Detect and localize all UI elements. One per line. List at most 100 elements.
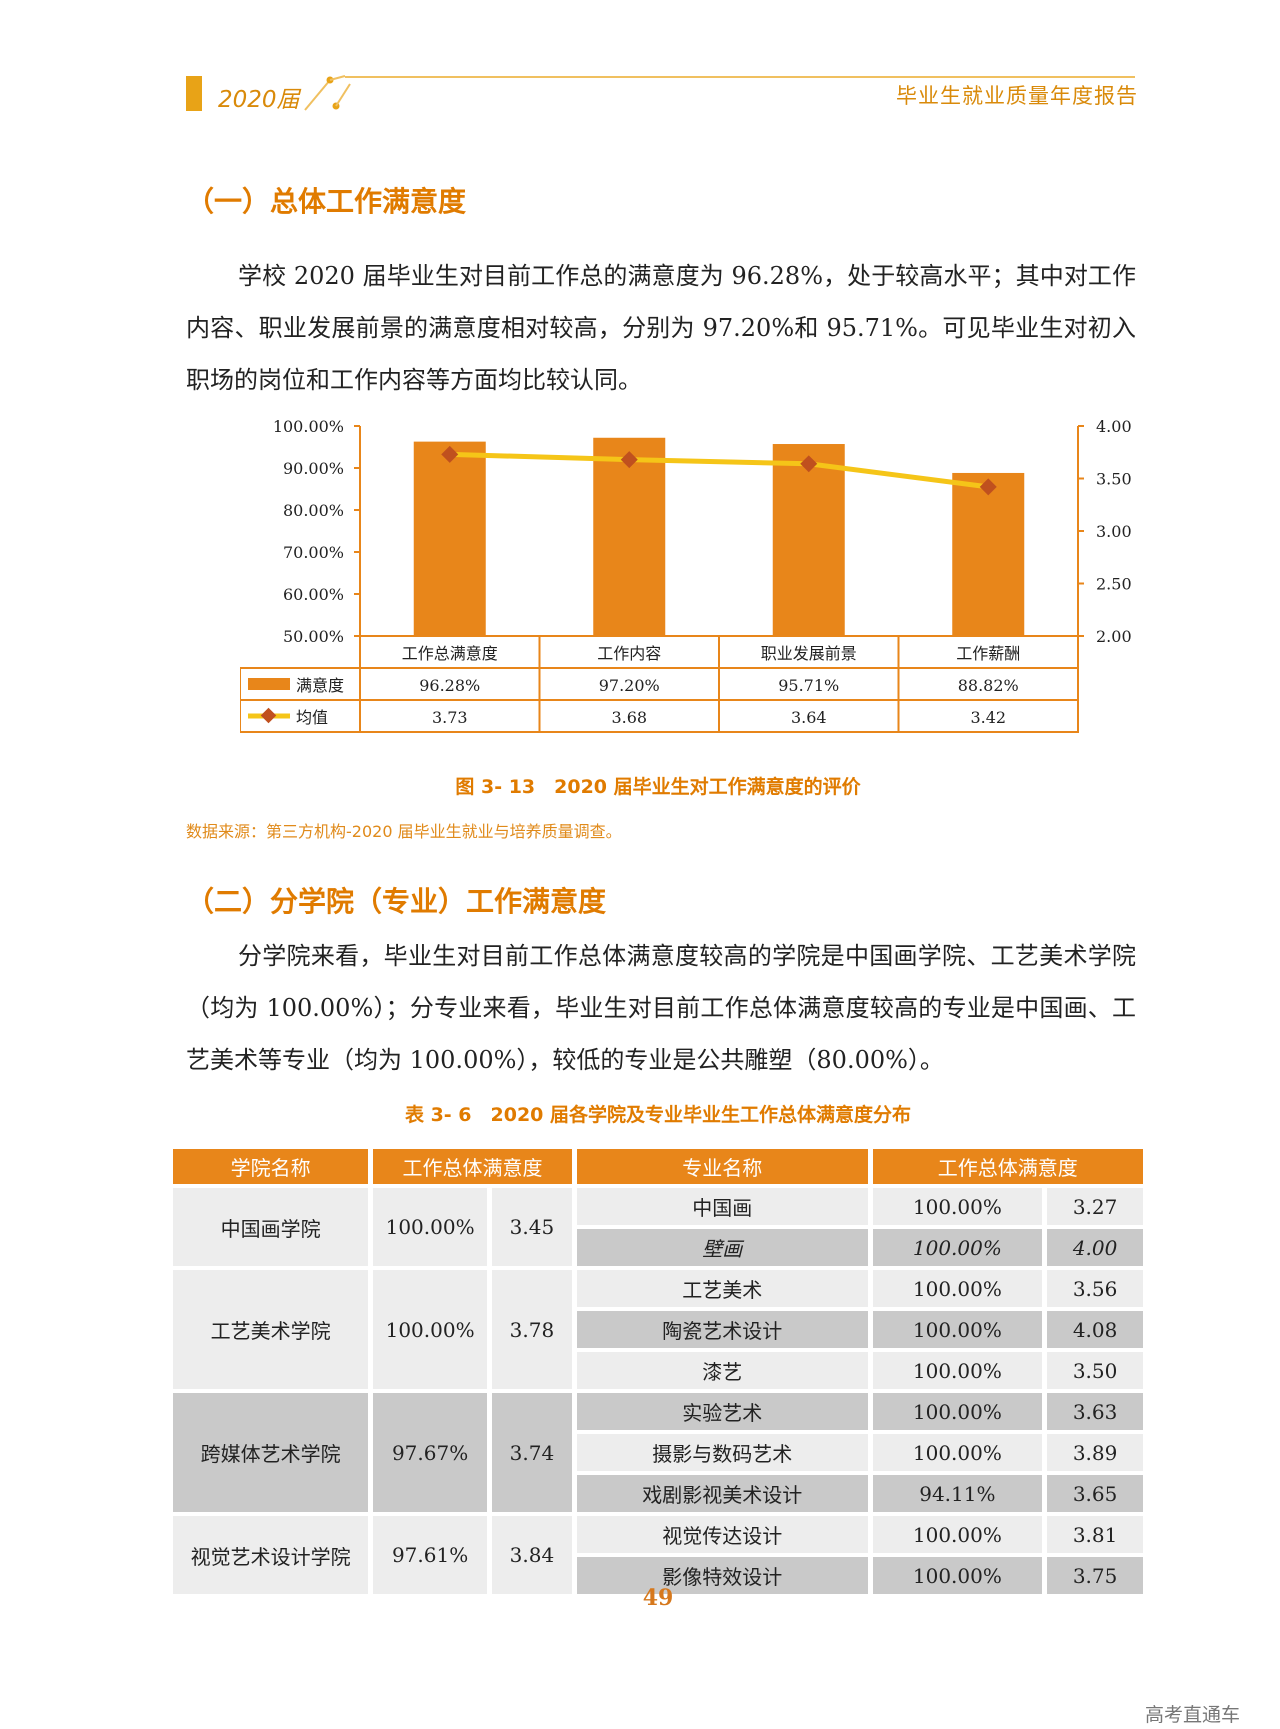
table-header-row: 学院名称 工作总体满意度 专业名称 工作总体满意度 (173, 1149, 1143, 1184)
major-rate-cell: 100.00% (872, 1188, 1043, 1225)
major-mean-cell: 4.08 (1047, 1311, 1143, 1348)
major-mean-cell: 3.65 (1047, 1475, 1143, 1512)
section-title-college: （二）分学院（专业）工作满意度 (186, 885, 607, 918)
college-mean-cell: 3.84 (492, 1516, 572, 1594)
paragraph-text: 分学院来看，毕业生对目前工作总体满意度较高的学院是中国画学院、工艺美术学院（均为… (186, 942, 1136, 1074)
major-rate-cell: 100.00% (872, 1229, 1043, 1266)
category-label: 工作薪酬 (956, 644, 1020, 663)
major-rate-cell: 100.00% (872, 1270, 1043, 1307)
major-mean-cell: 3.56 (1047, 1270, 1143, 1307)
header-major-satisfaction: 工作总体满意度 (872, 1149, 1143, 1184)
table-row: 跨媒体艺术学院 97.67% 3.74 实验艺术 100.00% 3.63 (173, 1393, 1143, 1512)
category-label: 工作内容 (597, 644, 661, 663)
college-name-cell: 跨媒体艺术学院 (173, 1393, 369, 1512)
section-title-overall: （一）总体工作满意度 (186, 185, 467, 218)
table-row: 戏剧影视美术设计 94.11% 3.65 (173, 1475, 1143, 1512)
major-name-cell: 漆艺 (576, 1352, 868, 1389)
y-left-tick-label: 60.00% (283, 585, 344, 604)
bar-value-label: 97.20% (599, 676, 660, 695)
major-rate-cell: 100.00% (872, 1311, 1043, 1348)
bar (593, 437, 666, 636)
mean-marker (979, 478, 997, 496)
major-name-cell: 工艺美术 (576, 1270, 868, 1307)
major-rate-cell: 94.11% (872, 1475, 1043, 1512)
college-major-satisfaction-table: 学院名称 工作总体满意度 专业名称 工作总体满意度 中国画学院 100.00% 3.… (168, 1145, 1148, 1598)
mean-value-label: 3.68 (611, 708, 647, 727)
table-row: 视觉艺术设计学院 97.61% 3.84 视觉传达设计 100.00% 3.81 (173, 1516, 1143, 1594)
table-caption: 表 3- 6 2020 届各学院及专业毕业生工作总体满意度分布 (404, 1104, 912, 1126)
page-number: 49 (642, 1585, 674, 1611)
y-right-tick-label: 4.00 (1096, 418, 1132, 436)
major-mean-cell: 3.81 (1047, 1516, 1143, 1553)
watermark: 高考直通车 (1145, 1704, 1241, 1726)
legend-line-label: 均值 (296, 708, 328, 727)
major-name-cell: 视觉传达设计 (576, 1516, 868, 1553)
y-left-tick-label: 80.00% (283, 501, 344, 520)
major-rate-cell: 100.00% (872, 1557, 1043, 1594)
table-row: 壁画 100.00% 4.00 (173, 1229, 1143, 1266)
major-mean-cell: 3.27 (1047, 1188, 1143, 1225)
header-major-name: 专业名称 (576, 1149, 868, 1184)
header-report-title: 毕业生就业质量年度报告 (896, 84, 1138, 108)
college-name-cell: 中国画学院 (173, 1188, 369, 1266)
major-rate-cell: 100.00% (872, 1352, 1043, 1389)
major-mean-cell: 3.63 (1047, 1393, 1143, 1430)
mean-value-label: 3.73 (432, 708, 468, 727)
college-name-cell: 工艺美术学院 (173, 1270, 369, 1389)
major-name-cell: 实验艺术 (576, 1393, 868, 1430)
category-label: 工作总满意度 (402, 644, 498, 663)
major-name-cell: 陶瓷艺术设计 (576, 1311, 868, 1348)
bar (413, 441, 486, 636)
mean-line (449, 451, 989, 490)
bar-value-label: 88.82% (958, 676, 1019, 695)
mean-value-label: 3.42 (970, 708, 1006, 727)
legend-bar-key (248, 678, 290, 690)
college-mean-cell: 3.74 (492, 1393, 572, 1512)
major-mean-cell: 3.50 (1047, 1352, 1143, 1389)
mean-marker (800, 455, 818, 473)
major-name-cell: 影像特效设计 (576, 1557, 868, 1594)
table-row: 工艺美术学院 100.00% 3.78 工艺美术 100.00% 3.56 (173, 1270, 1143, 1389)
satisfaction-chart: 100.00% 90.00% 80.00% 70.00% 60.00% 50.00% 4.0… (240, 418, 1132, 733)
bar (952, 472, 1025, 636)
major-mean-cell: 4.00 (1047, 1229, 1143, 1266)
section-paragraph-overall: 学校 2020 届毕业生对目前工作总的满意度为 96.28%，处于较高水平；其中… (186, 250, 1136, 406)
y-left-tick-label: 90.00% (283, 459, 344, 478)
major-rate-cell: 100.00% (872, 1516, 1043, 1553)
header-college-name: 学院名称 (173, 1149, 369, 1184)
major-rate-cell: 100.00% (872, 1393, 1043, 1430)
table-row: 陶瓷艺术设计 100.00% 4.08 (173, 1311, 1143, 1348)
y-left-tick-label: 70.00% (283, 543, 344, 562)
college-mean-cell: 3.45 (492, 1188, 572, 1266)
bar (772, 444, 845, 636)
bar-value-label: 95.71% (778, 676, 839, 695)
major-name-cell: 戏剧影视美术设计 (576, 1475, 868, 1512)
table-row: 中国画学院 100.00% 3.45 中国画 100.00% 3.27 (173, 1188, 1143, 1266)
legend-bar-label: 满意度 (296, 676, 344, 695)
paragraph-text: 学校 2020 届毕业生对目前工作总的满意度为 96.28%，处于较高水平；其中… (186, 262, 1136, 394)
major-name-cell: 摄影与数码艺术 (576, 1434, 868, 1471)
table-row: 漆艺 100.00% 3.50 (173, 1352, 1143, 1389)
legend-line-marker (260, 707, 277, 724)
mean-marker (620, 451, 638, 469)
figure-caption: 图 3- 13 2020 届毕业生对工作满意度的评价 (455, 776, 861, 798)
college-name-cell: 视觉艺术设计学院 (173, 1516, 369, 1594)
major-mean-cell: 3.89 (1047, 1434, 1143, 1471)
y-left-tick-label: 100.00% (273, 418, 344, 436)
y-right-tick-label: 2.00 (1096, 627, 1132, 646)
y-right-tick-label: 3.50 (1096, 470, 1132, 489)
major-name-cell: 壁画 (576, 1229, 868, 1266)
header-college-satisfaction: 工作总体满意度 (373, 1149, 572, 1184)
bar-value-label: 96.28% (419, 676, 480, 695)
mean-value-label: 3.64 (791, 708, 827, 727)
y-left-tick-label: 50.00% (283, 627, 344, 646)
college-mean-cell: 3.78 (492, 1270, 572, 1389)
table-row: 影像特效设计 100.00% 3.75 (173, 1557, 1143, 1594)
header-accent-bar (186, 76, 202, 111)
category-label: 职业发展前景 (761, 644, 857, 663)
header-rule (345, 76, 1135, 78)
major-rate-cell: 100.00% (872, 1434, 1043, 1471)
major-name-cell: 中国画 (576, 1188, 868, 1225)
figure-source: 数据来源：第三方机构-2020 届毕业生就业与培养质量调查。 (186, 822, 622, 841)
y-right-tick-label: 2.50 (1096, 575, 1132, 594)
